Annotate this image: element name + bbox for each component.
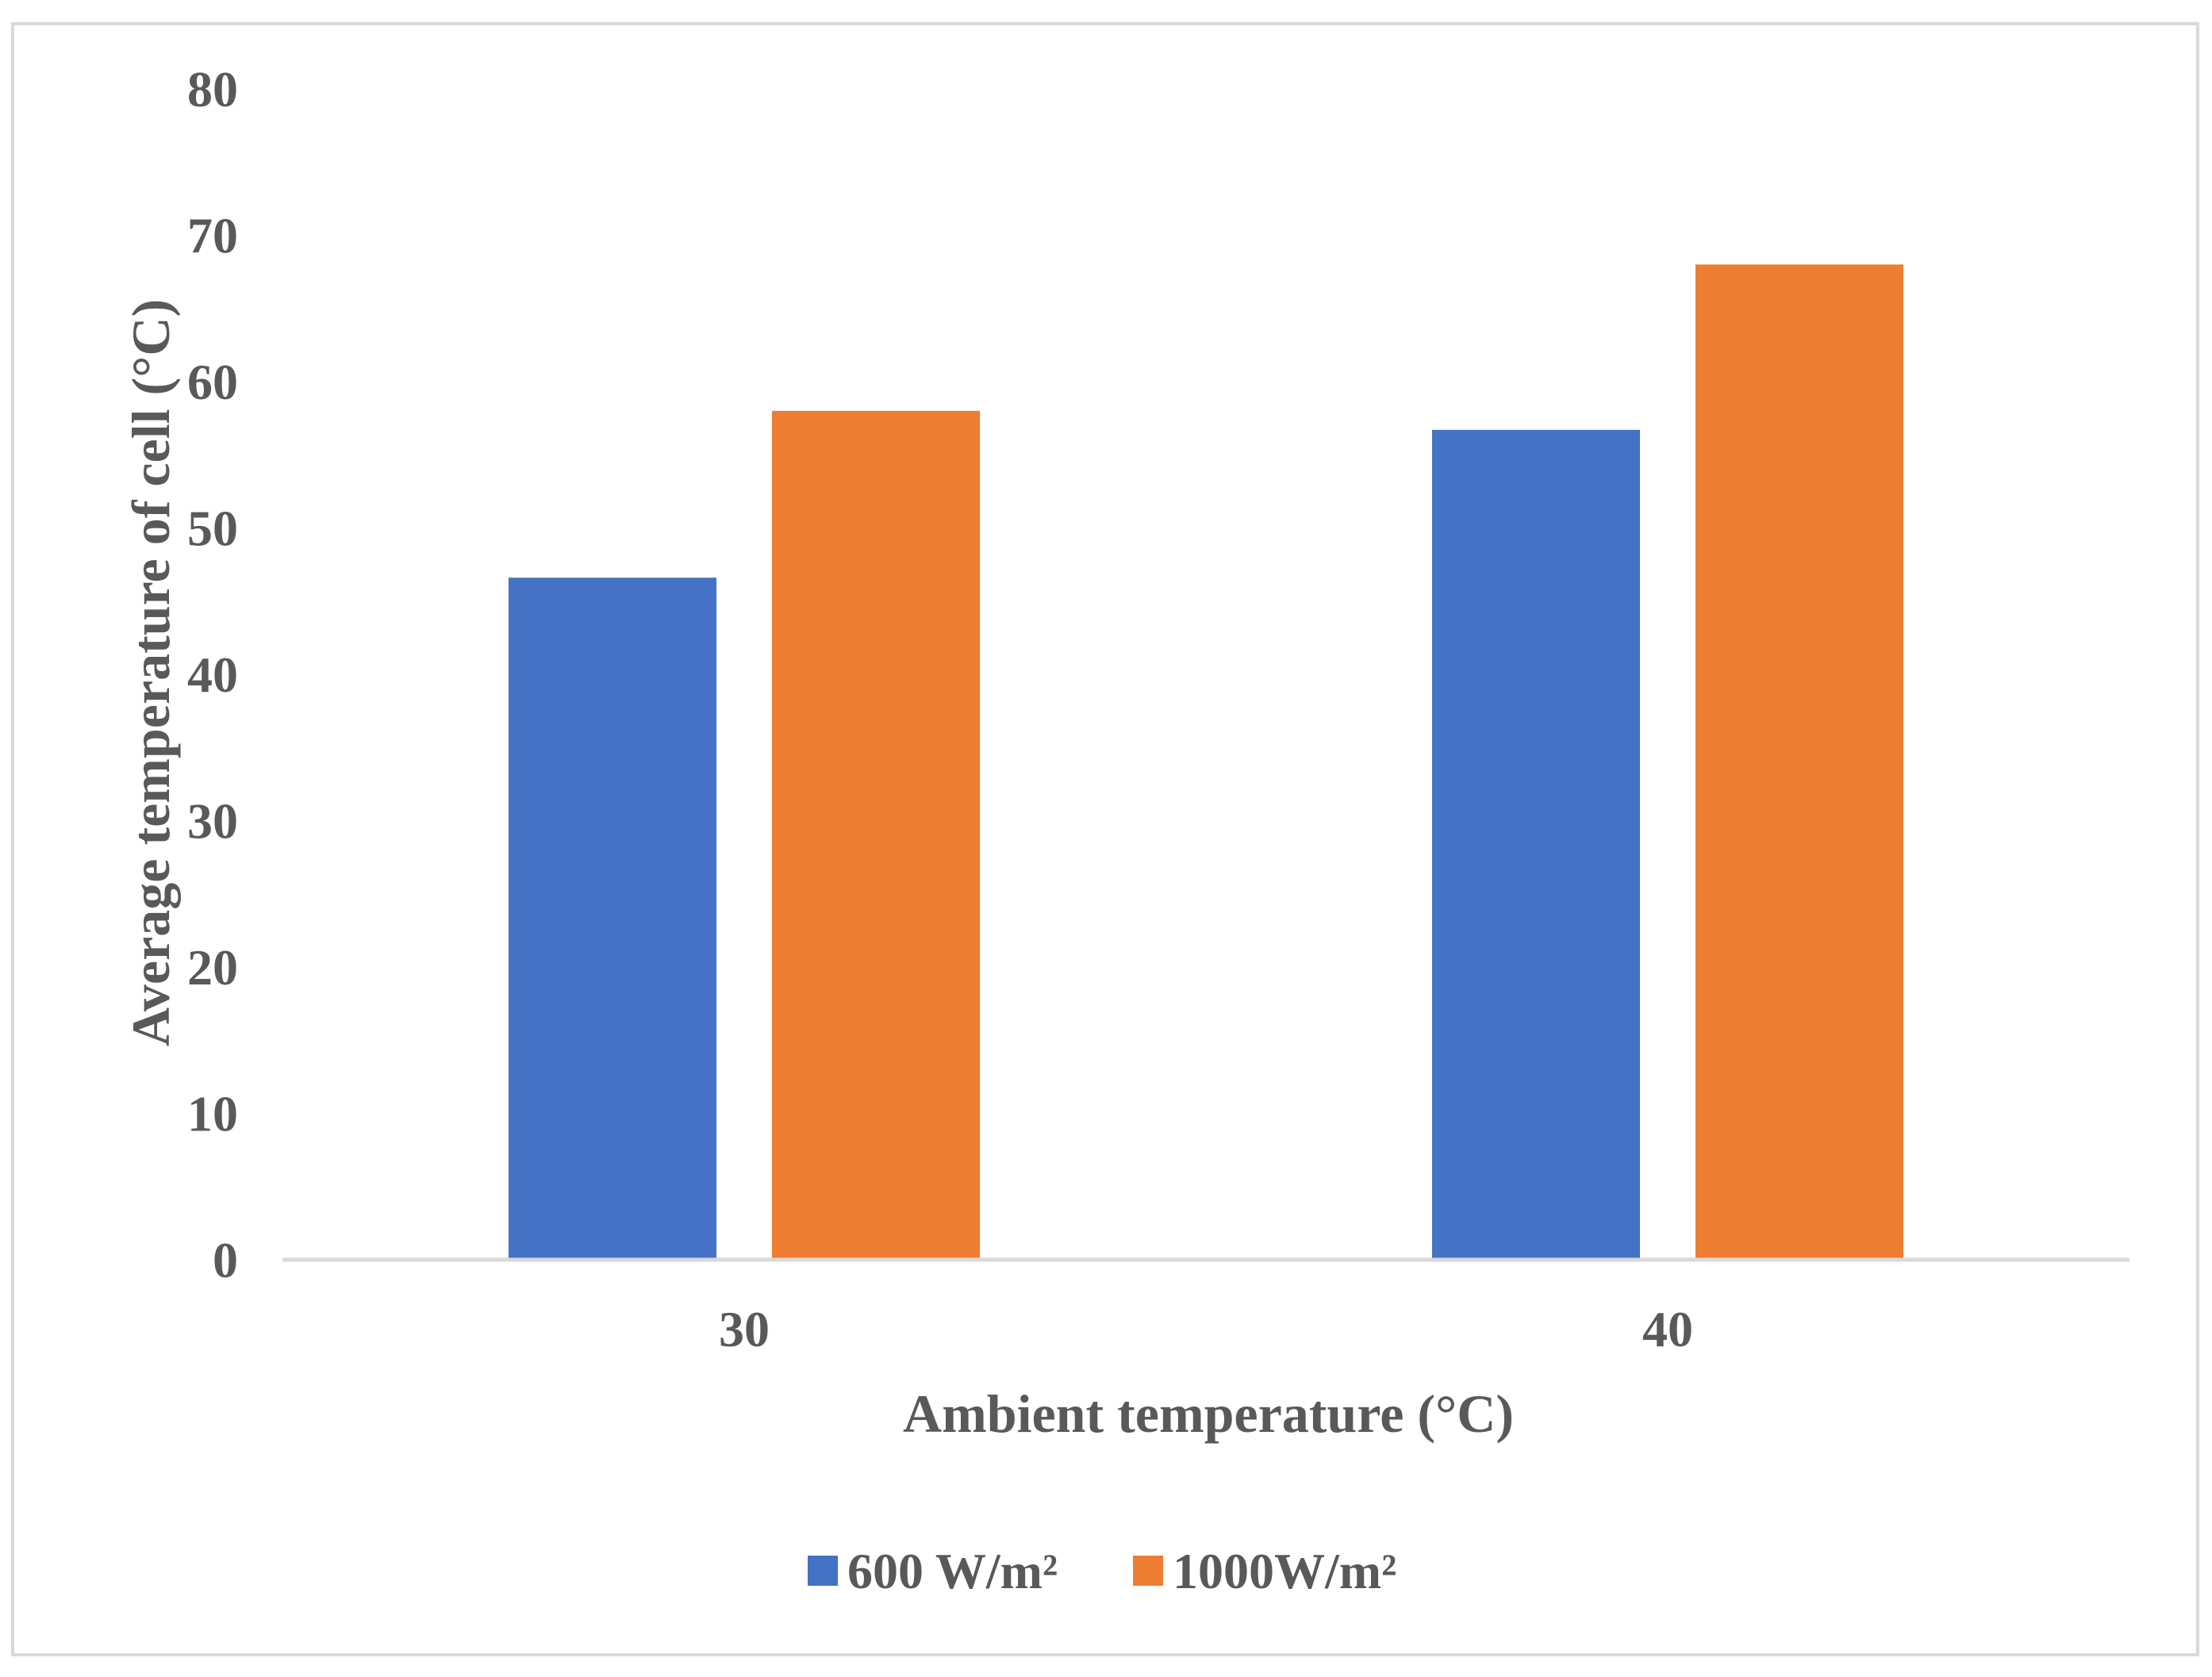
y-tick-label: 60 — [187, 354, 238, 410]
y-tick-label: 20 — [187, 939, 238, 996]
x-tick-label: 30 — [719, 1301, 770, 1357]
y-axis-ticks: 0 10 20 30 40 50 60 70 80 — [187, 61, 238, 1288]
x-axis-title: Ambient temperature (°C) — [903, 1383, 1514, 1444]
y-tick-label: 80 — [187, 61, 238, 117]
y-tick-label: 0 — [213, 1232, 238, 1288]
bars — [509, 264, 1903, 1260]
y-tick-label: 50 — [187, 501, 238, 557]
x-tick-label: 40 — [1642, 1301, 1693, 1357]
y-tick-label: 10 — [187, 1086, 238, 1142]
bar-series-2-cat-30 — [772, 410, 980, 1260]
legend-label-series-2: 1000W/m² — [1173, 1543, 1396, 1599]
bar-series-1-cat-30 — [509, 578, 716, 1260]
x-axis-ticks: 30 40 — [719, 1301, 1693, 1357]
bar-series-1-cat-40 — [1432, 429, 1640, 1260]
legend-swatch-series-1 — [808, 1556, 838, 1586]
bar-series-2-cat-40 — [1695, 264, 1903, 1260]
legend-label-series-1: 600 W/m² — [847, 1543, 1058, 1599]
legend-swatch-series-2 — [1133, 1556, 1163, 1586]
legend: 600 W/m² 1000W/m² — [808, 1543, 1396, 1599]
y-axis-title: Average temperature of cell (°C) — [121, 299, 181, 1046]
y-tick-label: 70 — [187, 208, 238, 264]
y-tick-label: 30 — [187, 793, 238, 850]
y-tick-label: 40 — [187, 647, 238, 703]
